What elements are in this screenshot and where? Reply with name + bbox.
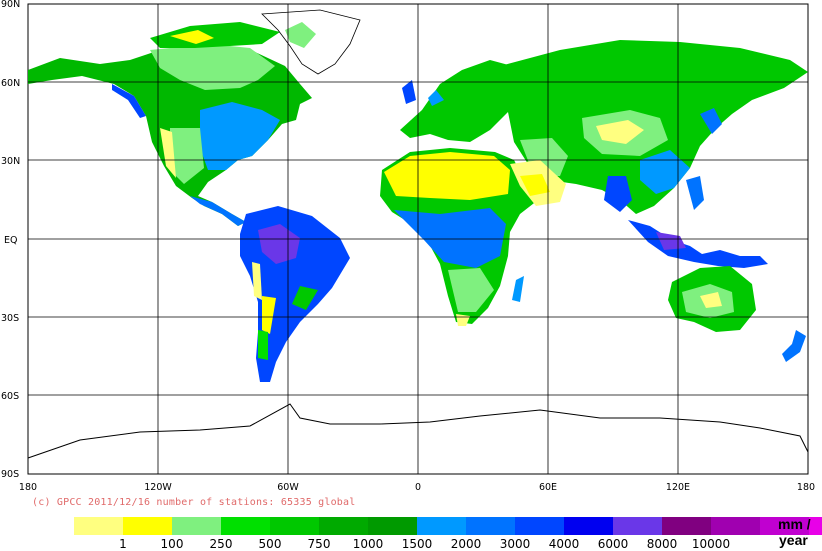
legend-tick-label: 750 [307, 537, 331, 551]
legend-tick-label: 4000 [548, 537, 580, 551]
latitude-labels: 90N 60N 30N EQ 30S 60S 90S [1, 0, 20, 480]
lon-label: 120W [144, 482, 172, 493]
africa-landmass [380, 148, 538, 326]
asia-landmass [500, 40, 808, 214]
legend-tick-label: 250 [209, 537, 233, 551]
legend-swatch [711, 517, 760, 535]
legend-tick-label: 100 [160, 537, 184, 551]
australia-landmass [668, 266, 756, 332]
legend-swatch [417, 517, 466, 535]
legend-unit-label: mm / [778, 516, 811, 532]
legend-swatch [809, 517, 822, 535]
lat-label: 30S [1, 313, 19, 324]
legend-swatch [368, 517, 417, 535]
color-legend-bar [74, 517, 822, 535]
color-legend-ticks: 1 100 250 500 750 1000 1500 2000 3000 4000 6000 800… [74, 537, 767, 551]
legend-tick-label: 1500 [401, 537, 433, 551]
legend-tick-label: 10000 [691, 537, 731, 551]
arabia-landmass [510, 160, 566, 206]
legend-unit-label: year [779, 532, 808, 548]
graticule [28, 4, 808, 474]
legend-swatch [270, 517, 319, 535]
legend-tick-label: 6000 [597, 537, 629, 551]
legend-tick-label: 1000 [352, 537, 384, 551]
legend-swatch [319, 517, 368, 535]
lon-label: 60W [277, 482, 299, 493]
legend-swatch [760, 517, 809, 535]
south-america-landmass [240, 206, 350, 382]
lat-label: EQ [4, 235, 17, 246]
greenland [261, 9, 361, 75]
lat-label: 90S [1, 469, 19, 480]
legend-tick-label: 3000 [499, 537, 531, 551]
legend-tick-label: 1 [119, 537, 127, 551]
lat-label: 60N [1, 78, 20, 89]
lat-label: 60S [1, 391, 19, 402]
legend-swatch [515, 517, 564, 535]
legend-tick-label: 500 [258, 537, 282, 551]
new-zealand [782, 330, 806, 362]
lon-label: 120E [666, 482, 690, 493]
legend-tick-label: 8000 [646, 537, 678, 551]
legend-tick-label: 2000 [450, 537, 482, 551]
north-america-landmass [28, 44, 312, 226]
legend-swatch [564, 517, 613, 535]
arctic-islands [150, 22, 280, 48]
data-source-credit: (c) GPCC 2011/12/16 number of stations: … [32, 497, 356, 508]
longitude-labels: 180 120W 60W 0 60E 120E 180 [19, 482, 815, 493]
lat-label: 90N [1, 0, 20, 10]
antarctica-outline [27, 403, 809, 459]
lon-label: 60E [539, 482, 557, 493]
lon-label: 180 [797, 482, 815, 493]
legend-swatch [221, 517, 270, 535]
lon-label: 180 [19, 482, 37, 493]
legend-swatch [662, 517, 711, 535]
legend-swatch [74, 517, 123, 535]
lat-label: 30N [1, 156, 20, 167]
maritime-southeast-asia [628, 176, 768, 268]
europe-landmass [400, 60, 530, 142]
legend-swatch [123, 517, 172, 535]
legend-swatch [172, 517, 221, 535]
legend-swatch [466, 517, 515, 535]
legend-swatch [613, 517, 662, 535]
lon-label: 0 [415, 482, 421, 493]
